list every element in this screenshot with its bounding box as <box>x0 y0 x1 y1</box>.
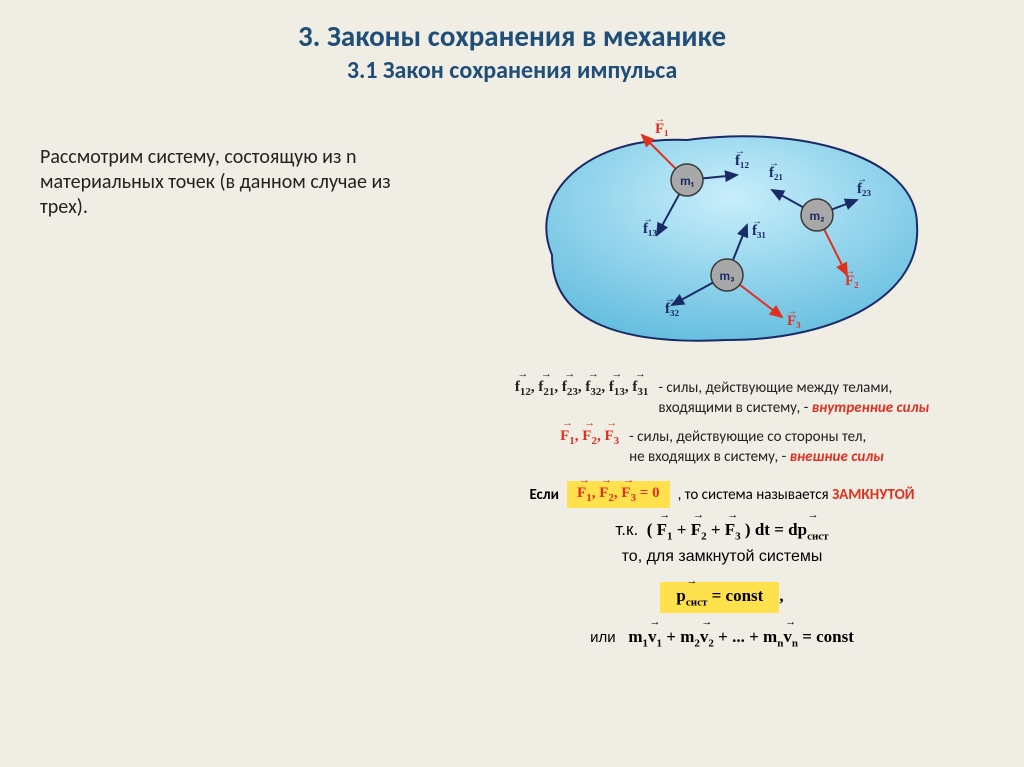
internal-forces-list: f12, f21, f23, f32, f13, f31 <box>515 379 649 398</box>
closed-suffix: , то система называется ЗАМКНУТОЙ <box>678 486 915 504</box>
system-boundary <box>546 136 917 341</box>
internal-forces-desc: - силы, действующие между телами, входящ… <box>658 379 929 418</box>
system-diagram: m₁m₂m₃ →f₁₂→f₁₃→f₂₁→f₂₃→f₃₁→f₃₂→F₁→F₂→F₃ <box>497 115 947 365</box>
equation-final: или m1v1 + m2v2 + ... + mnvn = const <box>590 627 854 649</box>
right-column: m₁m₂m₃ →f₁₂→f₁₃→f₂₁→f₂₃→f₃₁→f₃₂→F₁→F₂→F₃… <box>410 115 994 649</box>
closed-suffix-2: ЗАМКНУТОЙ <box>832 486 914 504</box>
eq-const-comma: , <box>779 586 783 605</box>
svg-text:m₂: m₂ <box>810 209 825 224</box>
left-column: Рассмотрим систему, состоящую из n матер… <box>30 115 410 649</box>
svg-text:m₃: m₃ <box>720 269 735 284</box>
svg-text:F₁: F₁ <box>655 121 669 137</box>
svg-text:f₁₃: f₁₃ <box>643 221 657 237</box>
external-desc-term: внешние силы <box>790 448 884 466</box>
closed-suffix-1: , то система называется <box>678 486 832 504</box>
title-main: 3. Законы сохранения в механике <box>30 18 994 54</box>
svg-text:f₂₃: f₂₃ <box>857 181 871 197</box>
svg-text:f₃₂: f₃₂ <box>665 301 679 317</box>
svg-text:f₃₁: f₃₁ <box>752 223 766 239</box>
external-forces-list: F1, F2, F3 <box>560 428 619 447</box>
svg-text:f₂₁: f₂₁ <box>769 165 783 181</box>
external-forces-row: F1, F2, F3 - силы, действующие со сторон… <box>560 428 884 467</box>
svg-text:m₁: m₁ <box>680 174 695 189</box>
slide: 3. Законы сохранения в механике 3.1 Зако… <box>0 0 1024 767</box>
internal-desc-2: входящими в систему, - <box>658 399 811 417</box>
internal-desc-term: внутренние силы <box>812 399 929 417</box>
external-desc-1: - силы, действующие со стороны тел, <box>629 428 866 446</box>
internal-forces-row: f12, f21, f23, f32, f13, f31 - силы, дей… <box>515 379 929 418</box>
external-desc-2: не входящих в систему, - <box>629 448 789 466</box>
internal-desc-1: - силы, действующие между телами, <box>658 379 892 397</box>
eq-final-prefix: или <box>590 629 616 646</box>
svg-text:F₃: F₃ <box>787 313 801 329</box>
closed-condition-box: F1, F2, F3 = 0 <box>567 481 670 508</box>
svg-text:f₁₂: f₁₂ <box>735 153 749 169</box>
intro-paragraph: Рассмотрим систему, состоящую из n матер… <box>40 145 410 220</box>
equation-therefore: то, для замкнутой системы <box>622 548 823 566</box>
external-forces-desc: - силы, действующие со стороны тел, не в… <box>629 428 884 467</box>
eq-dp-prefix: т.к. <box>615 520 638 539</box>
title-sub: 3.1 Закон сохранения импульса <box>30 56 994 85</box>
equation-dp: т.к. ( F1 + F2 + F3 ) dt = dpсист <box>615 520 828 542</box>
body-row: Рассмотрим систему, состоящую из n матер… <box>30 115 994 649</box>
equation-const-box: pсист = const <box>660 582 779 612</box>
closed-prefix: Если <box>529 486 559 504</box>
svg-text:F₂: F₂ <box>845 273 859 289</box>
closed-system-row: Если F1, F2, F3 = 0 , то система называе… <box>529 481 914 508</box>
equation-const-row: pсист = const , <box>660 574 783 612</box>
